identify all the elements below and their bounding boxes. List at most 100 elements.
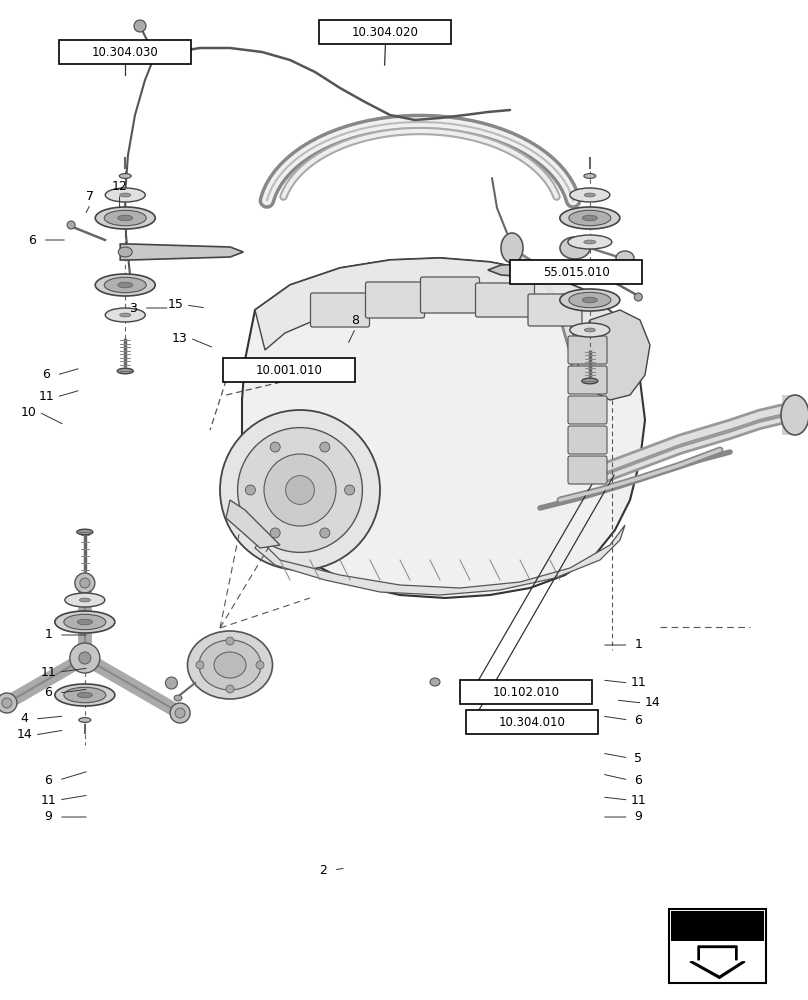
Circle shape xyxy=(320,528,330,538)
Text: 12: 12 xyxy=(112,180,128,194)
Ellipse shape xyxy=(584,193,595,197)
Text: 11: 11 xyxy=(40,666,57,678)
FancyBboxPatch shape xyxy=(310,293,369,327)
Circle shape xyxy=(264,454,336,526)
Circle shape xyxy=(2,698,12,708)
FancyBboxPatch shape xyxy=(223,358,356,382)
Circle shape xyxy=(270,442,280,452)
Ellipse shape xyxy=(64,614,106,630)
FancyBboxPatch shape xyxy=(420,277,479,313)
Ellipse shape xyxy=(583,297,597,303)
Polygon shape xyxy=(255,258,630,350)
Text: 10.001.010: 10.001.010 xyxy=(256,363,322,376)
Ellipse shape xyxy=(568,235,612,249)
Ellipse shape xyxy=(634,293,642,301)
Ellipse shape xyxy=(120,313,131,317)
Ellipse shape xyxy=(781,395,808,435)
Ellipse shape xyxy=(65,593,105,607)
Ellipse shape xyxy=(105,308,145,322)
Ellipse shape xyxy=(616,251,634,265)
Ellipse shape xyxy=(214,652,246,678)
Circle shape xyxy=(226,637,234,645)
Circle shape xyxy=(0,693,17,713)
Text: 6: 6 xyxy=(28,233,36,246)
Ellipse shape xyxy=(55,611,115,633)
Ellipse shape xyxy=(64,687,106,703)
Polygon shape xyxy=(255,525,625,595)
Text: 8: 8 xyxy=(351,314,360,326)
Text: 6: 6 xyxy=(42,368,50,381)
Text: 6: 6 xyxy=(44,774,53,786)
Ellipse shape xyxy=(584,328,595,332)
Text: 7: 7 xyxy=(86,190,95,202)
Circle shape xyxy=(75,573,95,593)
Text: 10.304.010: 10.304.010 xyxy=(499,716,565,728)
Text: 9: 9 xyxy=(634,810,642,824)
Polygon shape xyxy=(120,244,243,260)
FancyBboxPatch shape xyxy=(568,366,607,394)
FancyBboxPatch shape xyxy=(568,336,607,364)
Circle shape xyxy=(226,685,234,693)
Text: 11: 11 xyxy=(630,794,646,806)
Bar xyxy=(671,911,764,941)
Text: 14: 14 xyxy=(645,696,661,710)
FancyBboxPatch shape xyxy=(669,909,766,983)
Circle shape xyxy=(246,485,255,495)
Text: 11: 11 xyxy=(40,794,57,806)
Ellipse shape xyxy=(79,598,90,602)
Text: 6: 6 xyxy=(634,774,642,786)
Ellipse shape xyxy=(105,188,145,202)
Ellipse shape xyxy=(120,193,131,197)
FancyBboxPatch shape xyxy=(568,456,607,484)
Circle shape xyxy=(256,661,264,669)
Text: 10: 10 xyxy=(20,406,36,418)
Ellipse shape xyxy=(104,210,146,226)
Polygon shape xyxy=(488,262,595,278)
Circle shape xyxy=(170,703,190,723)
Circle shape xyxy=(270,528,280,538)
Ellipse shape xyxy=(569,210,611,226)
FancyBboxPatch shape xyxy=(319,20,452,44)
Circle shape xyxy=(285,476,314,504)
Ellipse shape xyxy=(117,368,133,374)
Text: 6: 6 xyxy=(634,714,642,726)
FancyBboxPatch shape xyxy=(568,396,607,424)
Text: 5: 5 xyxy=(634,752,642,764)
Circle shape xyxy=(80,578,90,588)
FancyBboxPatch shape xyxy=(465,710,598,734)
Text: 1: 1 xyxy=(44,629,53,642)
Circle shape xyxy=(175,708,185,718)
Ellipse shape xyxy=(78,692,92,698)
Ellipse shape xyxy=(120,174,131,178)
Ellipse shape xyxy=(187,631,272,699)
Text: 4: 4 xyxy=(20,712,28,726)
Ellipse shape xyxy=(583,215,597,221)
Text: 2: 2 xyxy=(319,863,327,876)
Text: 15: 15 xyxy=(167,298,183,312)
Ellipse shape xyxy=(570,323,610,337)
FancyBboxPatch shape xyxy=(460,680,592,704)
Ellipse shape xyxy=(67,221,75,229)
Ellipse shape xyxy=(95,207,155,229)
Text: 14: 14 xyxy=(16,728,32,742)
Ellipse shape xyxy=(560,207,620,229)
Text: 55.015.010: 55.015.010 xyxy=(543,265,609,278)
Text: 3: 3 xyxy=(129,302,137,314)
Circle shape xyxy=(69,643,100,673)
Ellipse shape xyxy=(430,678,440,686)
FancyBboxPatch shape xyxy=(528,294,582,326)
FancyBboxPatch shape xyxy=(475,283,535,317)
Ellipse shape xyxy=(118,215,133,221)
Ellipse shape xyxy=(584,240,595,244)
Circle shape xyxy=(196,661,204,669)
Polygon shape xyxy=(242,258,645,598)
Ellipse shape xyxy=(134,20,146,32)
Ellipse shape xyxy=(118,282,133,288)
Circle shape xyxy=(344,485,355,495)
Text: 6: 6 xyxy=(44,686,53,700)
Circle shape xyxy=(79,652,90,664)
Polygon shape xyxy=(226,500,280,548)
Polygon shape xyxy=(692,948,743,976)
Text: 1: 1 xyxy=(634,639,642,652)
FancyBboxPatch shape xyxy=(510,260,642,284)
